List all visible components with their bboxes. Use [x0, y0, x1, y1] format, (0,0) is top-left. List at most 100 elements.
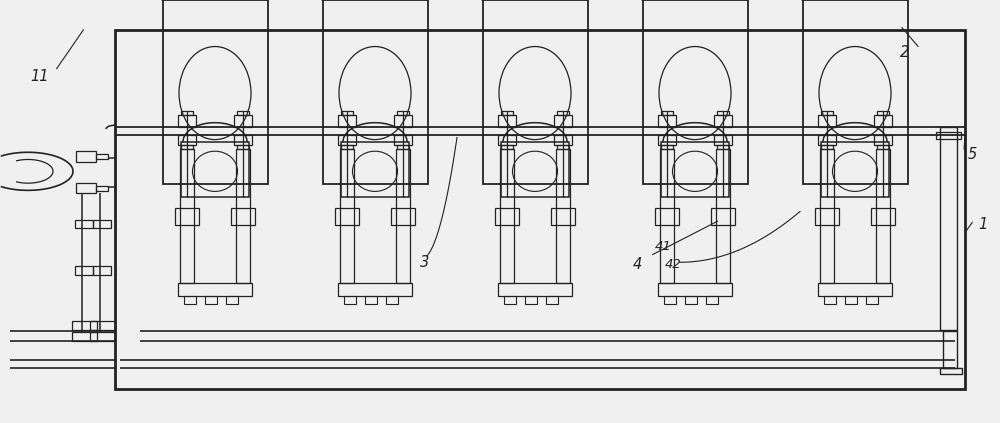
Bar [500, 149, 514, 283]
Bar [75, 220, 93, 228]
Bar [655, 208, 679, 225]
Bar [716, 149, 730, 283]
Bar [76, 151, 96, 162]
Text: 5: 5 [968, 147, 977, 162]
Bar [181, 142, 249, 197]
Bar [397, 145, 409, 149]
Bar [72, 332, 97, 341]
Bar [877, 111, 889, 115]
Bar [495, 208, 519, 225]
Bar [365, 296, 377, 304]
Bar [96, 154, 108, 159]
Bar [664, 296, 676, 304]
Bar [386, 296, 398, 304]
Bar [711, 208, 735, 225]
Bar [661, 142, 729, 197]
Bar [802, 0, 908, 184]
Bar [501, 111, 513, 115]
Bar [943, 331, 957, 368]
Bar [205, 296, 217, 304]
Bar [394, 135, 412, 145]
Bar [877, 145, 889, 149]
Text: 4: 4 [633, 257, 642, 272]
Bar [181, 111, 193, 115]
Bar [658, 115, 676, 127]
Bar [546, 296, 558, 304]
Bar [556, 149, 570, 283]
Bar [642, 0, 748, 184]
Bar [72, 321, 97, 330]
Bar [871, 208, 895, 225]
Text: 3: 3 [420, 255, 429, 270]
Bar [237, 145, 249, 149]
Bar [341, 142, 409, 197]
Bar [90, 332, 115, 341]
Bar [76, 183, 96, 193]
Bar [874, 115, 892, 127]
Bar [845, 296, 857, 304]
Text: 42: 42 [665, 258, 682, 271]
Bar [658, 283, 732, 296]
Bar [483, 0, 588, 184]
Bar [551, 208, 575, 225]
Bar [661, 111, 673, 115]
Bar [557, 111, 569, 115]
Bar [717, 145, 729, 149]
Bar [93, 220, 111, 228]
Bar [940, 127, 957, 330]
Bar [234, 115, 252, 127]
Bar [501, 142, 569, 197]
Text: 11: 11 [30, 69, 48, 84]
Bar [818, 283, 892, 296]
Text: 41: 41 [655, 240, 672, 253]
Bar [525, 296, 537, 304]
Bar [394, 115, 412, 127]
Bar [818, 115, 836, 127]
Bar [874, 135, 892, 145]
Bar [936, 132, 961, 139]
Bar [554, 115, 572, 127]
Bar [338, 135, 356, 145]
Bar [115, 30, 965, 389]
Bar [821, 142, 889, 197]
Bar [175, 208, 199, 225]
Bar [498, 135, 516, 145]
Bar [866, 296, 878, 304]
Bar [162, 0, 268, 184]
Bar [178, 115, 196, 127]
Bar [660, 149, 674, 283]
Bar [237, 111, 249, 115]
Bar [554, 135, 572, 145]
Bar [714, 115, 732, 127]
Bar [341, 145, 353, 149]
Bar [338, 115, 356, 127]
Bar [397, 111, 409, 115]
Bar [178, 283, 252, 296]
Bar [818, 135, 836, 145]
Bar [498, 283, 572, 296]
Bar [815, 208, 839, 225]
Bar [706, 296, 718, 304]
Bar [714, 135, 732, 145]
Bar [75, 266, 93, 275]
Text: 1: 1 [978, 217, 987, 232]
Bar [661, 145, 673, 149]
Bar [658, 135, 676, 145]
Bar [940, 368, 962, 374]
Bar [498, 115, 516, 127]
Bar [178, 135, 196, 145]
Bar [391, 208, 415, 225]
Bar [501, 145, 513, 149]
Bar [234, 135, 252, 145]
Bar [821, 145, 833, 149]
Bar [322, 0, 428, 184]
Bar [685, 296, 697, 304]
Bar [824, 296, 836, 304]
Bar [876, 149, 890, 283]
Bar [184, 296, 196, 304]
Bar [821, 111, 833, 115]
Bar [90, 321, 115, 330]
Bar [181, 145, 193, 149]
Bar [557, 145, 569, 149]
Bar [96, 186, 108, 191]
